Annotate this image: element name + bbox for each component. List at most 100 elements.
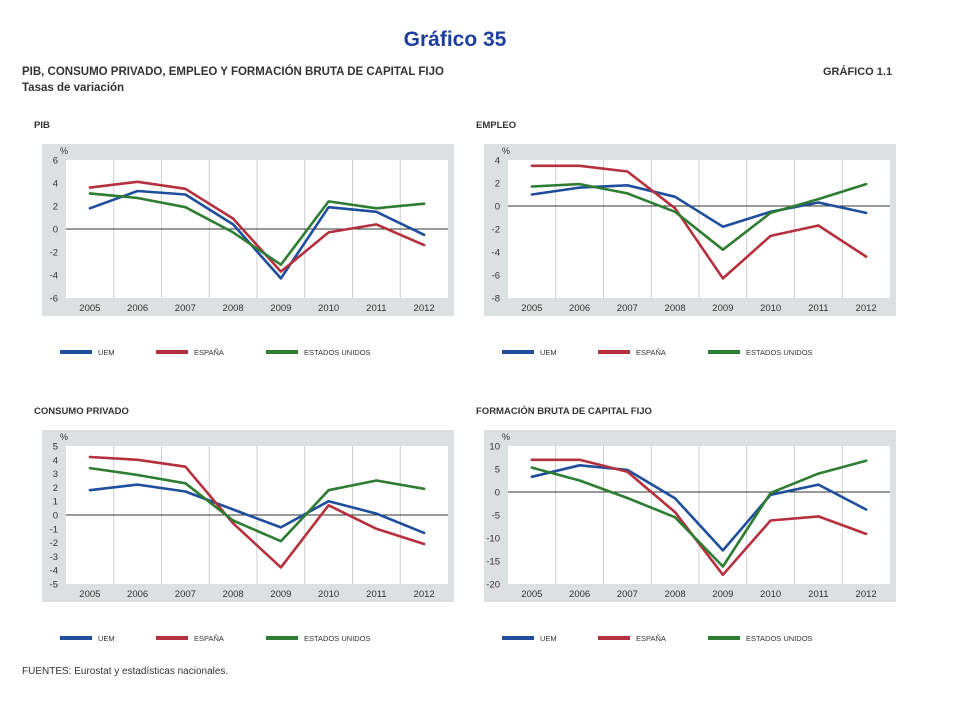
y-unit-label: % [60,432,68,442]
panel-title: PIB [34,120,50,131]
series-line-estados-unidos [88,192,426,266]
y-tick-label: -20 [486,580,500,591]
x-tick-label: 2007 [175,589,196,600]
y-tick-label: -5 [50,580,58,591]
legend-label-estados-unidos: ESTADOS UNIDOS [746,348,813,357]
y-unit-label: % [502,146,510,156]
x-tick-label: 2012 [856,303,877,314]
y-tick-label: 2 [53,202,58,213]
legend-label-espana: ESPAÑA [194,634,224,643]
x-tick-label: 2005 [521,589,542,600]
series-line-estados-unidos [530,459,868,568]
y-tick-label: -2 [50,248,58,259]
series-line-uem [88,483,426,535]
x-tick-label: 2010 [318,589,339,600]
series-line-uem [530,184,868,228]
x-tick-label: 2009 [712,303,733,314]
y-tick-label: 0 [53,511,58,522]
y-tick-label: -10 [486,534,500,545]
figure-label: GRÁFICO 1.1 [823,66,893,78]
x-tick-label: 2005 [79,589,100,600]
x-tick-label: 2010 [318,303,339,314]
chart-formacion-bruta: % -20 -15 -10 -5 0 5 10 2005 2006 2007 2008 2009 2010… [484,430,896,643]
y-tick-label: 0 [495,488,500,499]
x-tick-label: 2008 [665,589,686,600]
legend-label-estados-unidos: ESTADOS UNIDOS [746,634,813,643]
x-tick-label: 2011 [366,303,386,314]
x-tick-label: 2012 [856,589,877,600]
series-line-uem [530,463,868,552]
y-tick-label: 3 [53,469,58,480]
y-tick-label: -6 [492,271,500,282]
panel-title: FORMACIÓN BRUTA DE CAPITAL FIJO [476,406,652,417]
y-tick-label: -8 [492,294,500,305]
legend-label-estados-unidos: ESTADOS UNIDOS [304,634,371,643]
y-tick-label: 0 [53,225,58,236]
y-tick-label: 1 [53,497,58,508]
x-tick-label: 2009 [712,589,733,600]
y-tick-label: 4 [495,156,500,167]
y-tick-label: 4 [53,179,58,190]
x-tick-label: 2008 [223,303,244,314]
chart-pib: % -6 -4 -2 0 2 4 6 2005 2006 2007 2008 2009 2010 2011 2… [42,144,454,357]
series-line-uem [88,189,426,280]
chart-empleo: % -8 -6 -4 -2 0 2 4 2005 2006 2007 2008 2009 2010 2011… [484,144,896,357]
sources-note: FUENTES: Eurostat y estadísticas naciona… [22,666,229,677]
legend-label-espana: ESPAÑA [636,634,666,643]
series-line-estados-unidos [530,182,868,251]
legend-label-uem: UEM [98,634,115,643]
y-tick-label: 6 [53,156,58,167]
y-tick-label: 5 [53,442,58,453]
y-tick-label: 4 [53,455,58,466]
legend-label-uem: UEM [540,348,557,357]
x-tick-label: 2008 [665,303,686,314]
series-line-espana [88,180,426,273]
legend-label-uem: UEM [540,634,557,643]
y-tick-label: -6 [50,294,58,305]
x-tick-label: 2008 [223,589,244,600]
x-tick-label: 2012 [414,589,435,600]
x-tick-label: 2011 [366,589,386,600]
x-tick-label: 2006 [127,303,148,314]
y-tick-label: -5 [492,511,500,522]
y-tick-label: -4 [492,248,500,259]
series-line-espana [88,455,426,569]
panel-title: CONSUMO PRIVADO [34,406,129,417]
chart-panel-pib: PIB % -6 -4 -2 0 2 4 6 2005 2006 2007 2008 2009 2010 2… [34,120,464,370]
x-tick-label: 2011 [808,303,828,314]
y-tick-label: -2 [50,538,58,549]
x-tick-label: 2006 [569,303,590,314]
panel-title: EMPLEO [476,120,517,131]
legend-label-espana: ESPAÑA [636,348,666,357]
series-line-estados-unidos [88,466,426,543]
chart-consumo-privado: % -5 -4 -3 -2 -1 0 1 2 3 4 5 2005 2006 2007 2008 2009 201… [42,430,454,643]
y-tick-label: -2 [492,225,500,236]
x-tick-label: 2010 [760,589,781,600]
y-tick-label: -4 [50,566,58,577]
y-tick-label: -3 [50,552,58,563]
y-tick-label: 2 [53,483,58,494]
x-tick-label: 2007 [617,303,638,314]
main-subtitle: Tasas de variación [22,82,125,94]
legend-label-uem: UEM [98,348,115,357]
x-tick-label: 2007 [175,303,196,314]
y-unit-label: % [502,432,510,442]
y-unit-label: % [60,146,68,156]
y-tick-label: -15 [486,557,500,568]
x-tick-label: 2009 [270,303,291,314]
y-tick-label: -1 [50,524,58,535]
x-tick-label: 2006 [127,589,148,600]
top-title: Gráfico 35 [403,28,507,51]
y-tick-label: -4 [50,271,58,282]
legend-label-estados-unidos: ESTADOS UNIDOS [304,348,371,357]
x-tick-label: 2006 [569,589,590,600]
x-tick-label: 2009 [270,589,291,600]
y-tick-label: 5 [495,465,500,476]
x-tick-label: 2012 [414,303,435,314]
y-tick-label: 0 [495,202,500,213]
main-title: PIB, CONSUMO PRIVADO, EMPLEO Y FORMACIÓN… [22,66,444,78]
x-tick-label: 2005 [521,303,542,314]
chart-panel-empleo: EMPLEO % -8 -6 -4 -2 0 2 4 2005 2006 2007 2008 2009 2… [476,120,906,370]
y-tick-label: 10 [489,442,500,453]
y-tick-label: 2 [495,179,500,190]
